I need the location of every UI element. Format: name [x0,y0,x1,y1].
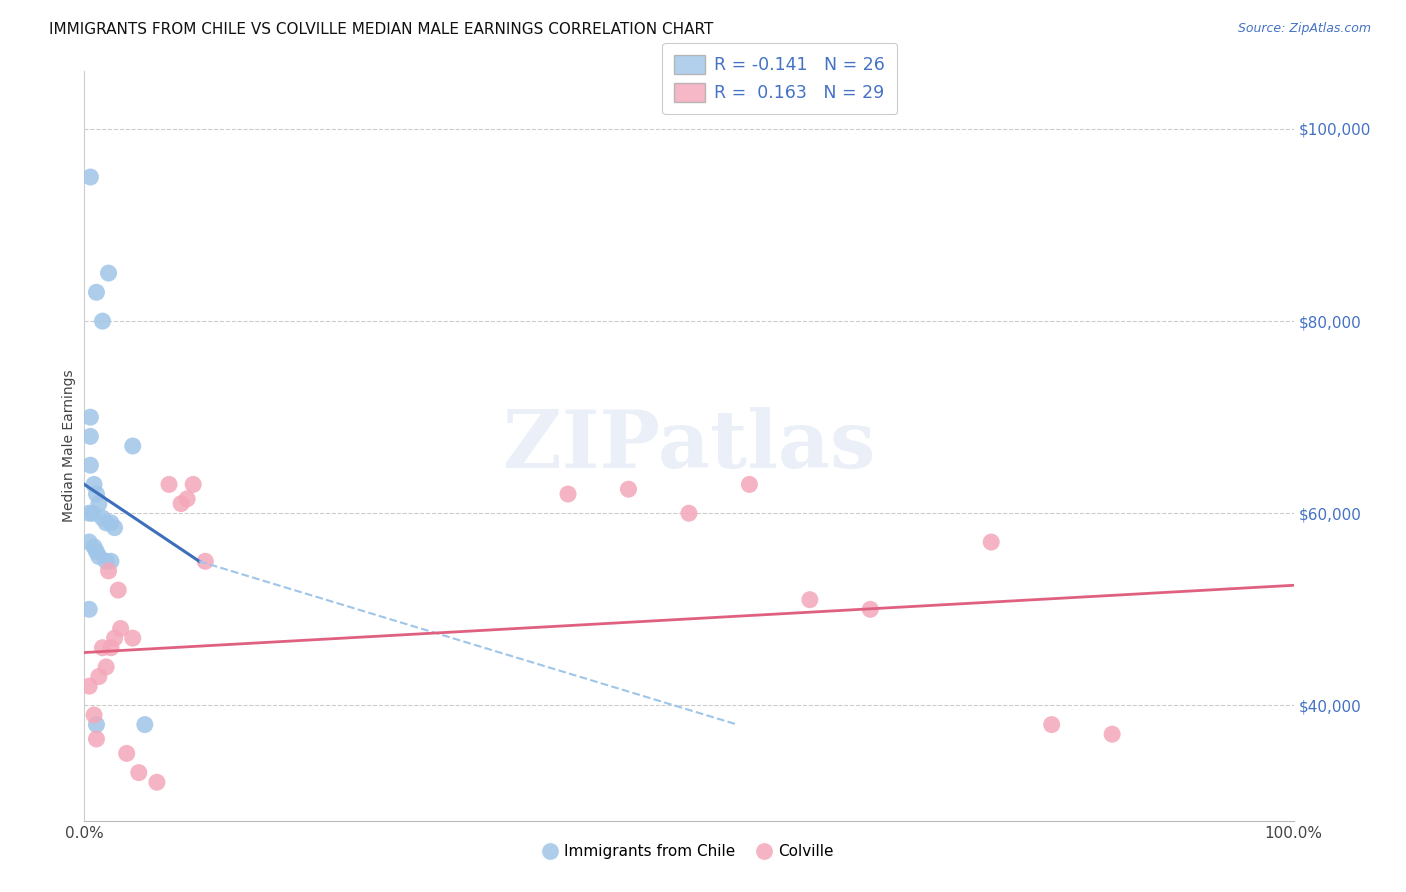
Point [82,506,104,520]
Point [94,554,117,568]
Point [181,477,204,491]
Point [678,506,700,520]
Text: IMMIGRANTS FROM CHILE VS COLVILLE MEDIAN MALE EARNINGS CORRELATION CHART: IMMIGRANTS FROM CHILE VS COLVILLE MEDIAN… [49,22,714,37]
Point [980,535,1002,549]
Point [86,487,108,501]
Point [121,631,143,645]
Y-axis label: Median Male Earnings: Median Male Earnings [62,369,76,523]
Point [859,602,882,616]
Point [128,765,150,780]
Point [100,554,122,568]
Point [617,482,640,496]
Point [86,717,108,731]
Point [94,516,117,530]
Point [94,660,117,674]
Text: ZIPatlas: ZIPatlas [503,407,875,485]
Point [79,410,101,425]
Point [176,491,198,506]
Point [86,544,108,558]
Point [91,314,114,328]
Point [170,497,193,511]
Point [100,640,122,655]
Point [104,521,127,535]
Point [738,477,761,491]
Point [194,554,217,568]
Point [799,592,821,607]
Point [146,775,169,789]
Legend: Immigrants from Chile, Colville: Immigrants from Chile, Colville [538,838,839,865]
Point [77,535,100,549]
Point [91,640,114,655]
Point [77,506,100,520]
Point [110,622,132,636]
Point [115,747,138,761]
Point [107,583,129,598]
Point [79,429,101,443]
Point [87,497,110,511]
Point [83,477,105,491]
Point [83,540,105,554]
Point [79,169,101,184]
Point [97,266,120,280]
Point [77,679,100,693]
Point [77,602,100,616]
Point [157,477,180,491]
Point [134,717,156,731]
Point [121,439,143,453]
Point [79,458,101,473]
Point [100,516,122,530]
Point [86,285,108,300]
Point [87,549,110,564]
Point [104,631,127,645]
Point [557,487,579,501]
Point [83,708,105,723]
Text: Source: ZipAtlas.com: Source: ZipAtlas.com [1237,22,1371,36]
Point [1040,717,1063,731]
Point [87,669,110,683]
Point [91,511,114,525]
Point [1101,727,1123,741]
Point [86,731,108,746]
Point [97,564,120,578]
